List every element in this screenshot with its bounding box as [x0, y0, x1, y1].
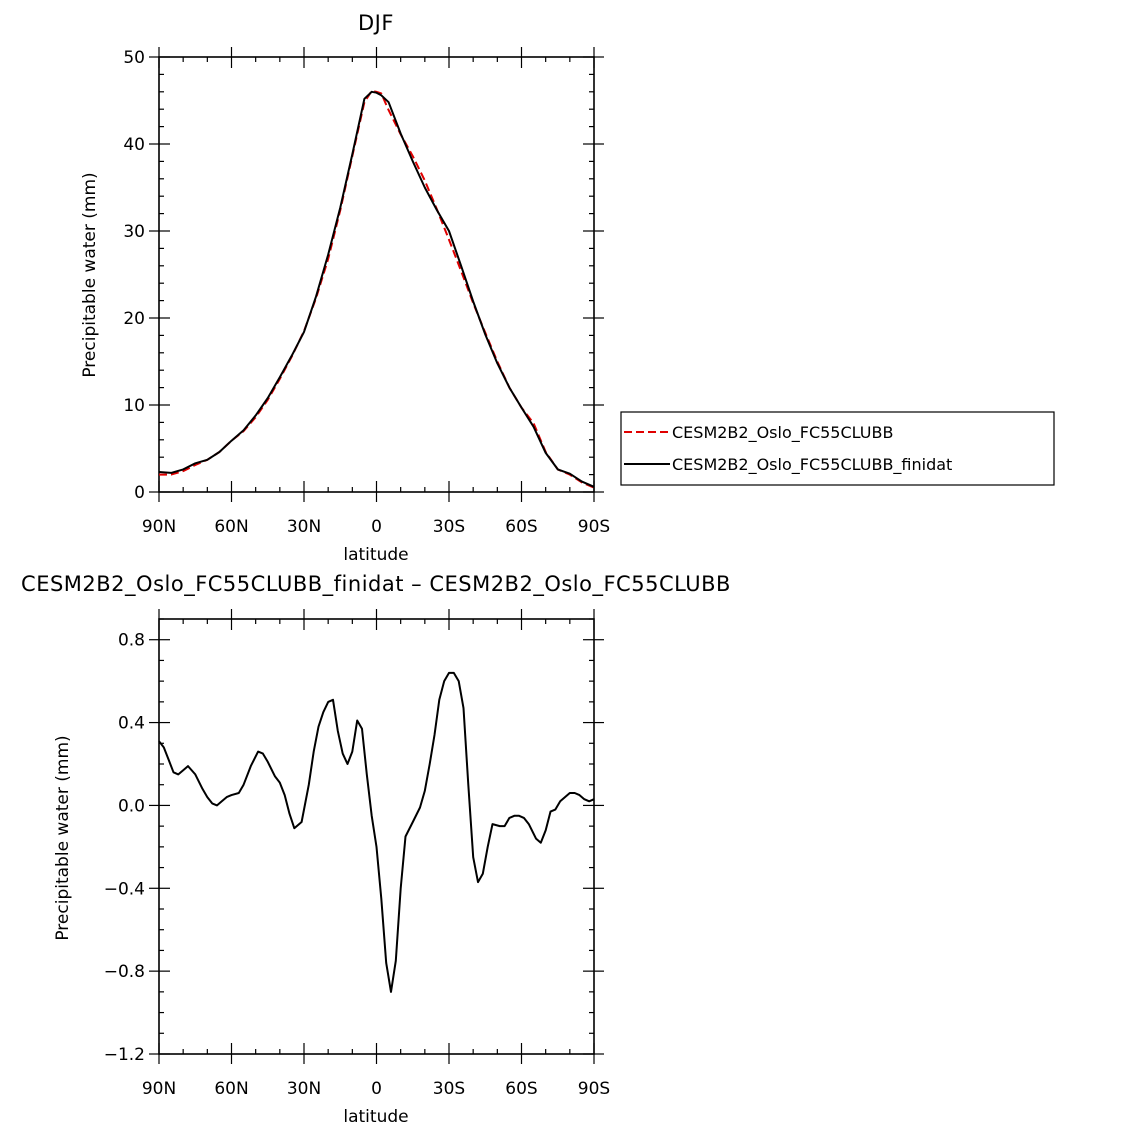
y-tick-label: 10	[123, 396, 145, 416]
x-tick-label: 0	[371, 1079, 382, 1099]
x-tick-label: 0	[371, 517, 382, 537]
legend: CESM2B2_Oslo_FC55CLUBB CESM2B2_Oslo_FC55…	[620, 411, 1055, 486]
y-tick-label: −1.2	[104, 1045, 145, 1065]
x-tick-label: 30N	[287, 1079, 321, 1099]
x-tick-label: 90N	[142, 1079, 176, 1099]
y-tick-label: 20	[123, 309, 145, 329]
series-line-2	[158, 90, 595, 488]
x-tick-label: 90S	[578, 517, 610, 537]
x-tick-label: 30S	[433, 1079, 465, 1099]
plot-frame	[158, 56, 595, 493]
x-tick-label: 60S	[505, 1079, 537, 1099]
legend-box	[620, 411, 1055, 486]
series-line-1	[158, 671, 595, 993]
x-tick-label: 60S	[505, 517, 537, 537]
x-tick-label: 30N	[287, 517, 321, 537]
y-tick-label: 50	[123, 48, 145, 68]
y-axis-label: Precipitable water (mm)	[80, 172, 100, 377]
chart-title: CESM2B2_Oslo_FC55CLUBB_finidat – CESM2B2…	[21, 572, 731, 597]
legend-label-series-1: CESM2B2_Oslo_FC55CLUBB	[672, 423, 893, 443]
chart-title: DJF	[358, 11, 394, 35]
y-axis-label: Precipitable water (mm)	[53, 735, 73, 940]
y-tick-label: 30	[123, 222, 145, 242]
y-tick-label: 0.4	[118, 714, 145, 734]
y-tick-label: −0.8	[104, 962, 145, 982]
y-tick-label: 40	[123, 135, 145, 155]
y-tick-label: 0.0	[118, 796, 145, 816]
y-tick-label: −0.4	[104, 879, 145, 899]
x-axis-label: latitude	[343, 545, 408, 565]
x-tick-label: 30S	[433, 517, 465, 537]
x-tick-label: 60N	[214, 1079, 248, 1099]
legend-label-series-2: CESM2B2_Oslo_FC55CLUBB_finidat	[672, 455, 952, 475]
series-line-1	[159, 89, 595, 489]
y-tick-label: 0	[134, 483, 145, 503]
x-tick-label: 60N	[214, 517, 248, 537]
chart-panel-djf: DJF Precipitable water (mm) latitude 90N…	[80, 11, 610, 565]
y-tick-label: 0.8	[118, 631, 145, 651]
x-tick-label: 90S	[578, 1079, 610, 1099]
x-axis-label: latitude	[343, 1107, 408, 1127]
x-tick-label: 90N	[142, 517, 176, 537]
chart-panel-difference: CESM2B2_Oslo_FC55CLUBB_finidat – CESM2B2…	[21, 572, 731, 1127]
plot-frame	[158, 618, 595, 1055]
